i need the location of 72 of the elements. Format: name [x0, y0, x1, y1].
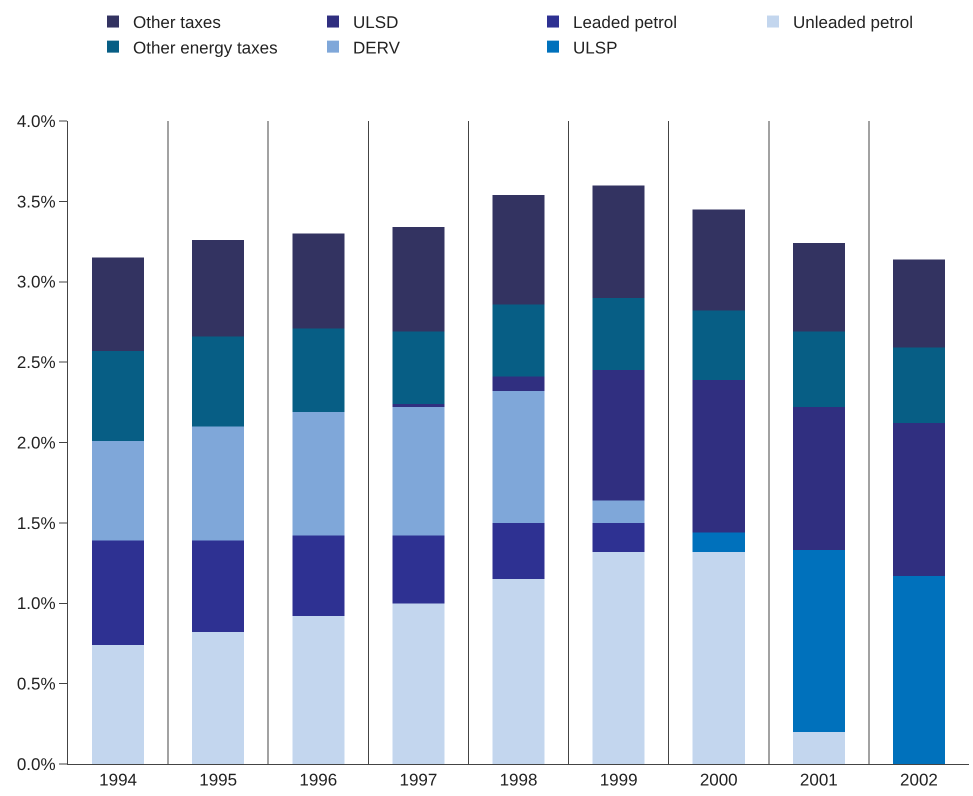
x-tick-label: 1999: [600, 770, 638, 790]
bar: [592, 298, 645, 370]
bar: [792, 332, 845, 408]
x-tick-label: 1996: [299, 770, 338, 790]
bar: [892, 259, 945, 348]
bar: [492, 194, 545, 304]
legend-label: Other energy taxes: [133, 38, 278, 58]
bar: [892, 576, 945, 764]
bar: [392, 536, 444, 604]
bar: [192, 540, 244, 632]
bar: [192, 632, 244, 764]
y-tick-label: 2.5%: [16, 353, 56, 372]
x-tick-label: 1995: [199, 770, 238, 790]
bar: [592, 522, 645, 552]
bar: [692, 552, 745, 764]
bar: [792, 550, 845, 732]
bar: [792, 243, 845, 332]
bar: [92, 440, 144, 541]
x-tick-label: 2000: [700, 770, 738, 790]
y-tick-label: 1.5%: [16, 514, 56, 533]
x-tick-label: 2001: [800, 770, 838, 790]
bar: [492, 579, 545, 764]
bar: [92, 645, 144, 764]
bar: [92, 540, 144, 646]
bar: [292, 328, 344, 412]
legend-label: Unleaded petrol: [793, 13, 914, 32]
bar: [592, 500, 645, 523]
bar: [492, 391, 545, 523]
y-tick-label: 4.0%: [16, 112, 56, 131]
bar: [392, 332, 444, 404]
y-tick-label: 0.0%: [16, 754, 56, 774]
bar: [392, 603, 444, 764]
bar: [292, 616, 344, 764]
bar: [292, 412, 344, 536]
x-tick-label: 1998: [500, 770, 538, 790]
legend-label: ULSP: [573, 38, 618, 58]
legend-label: ULSD: [353, 13, 398, 32]
bar: [692, 532, 745, 552]
legend-label: Other taxes: [133, 13, 221, 32]
bar: [392, 407, 444, 536]
legend-label: DERV: [353, 38, 401, 58]
y-tick-label: 3.5%: [16, 192, 56, 212]
x-tick-label: 2002: [900, 770, 938, 790]
bar: [892, 348, 945, 424]
bar: [492, 304, 545, 377]
bar: [192, 240, 244, 336]
bar: [92, 258, 144, 351]
y-tick-label: 2.0%: [16, 433, 56, 452]
bar: [792, 407, 845, 550]
bar: [892, 423, 945, 576]
bar: [492, 376, 545, 392]
y-tick-label: 3.0%: [16, 272, 56, 292]
bar: [692, 209, 745, 311]
bar: [192, 336, 244, 426]
bar: [192, 426, 244, 541]
y-tick-label: 0.5%: [16, 674, 56, 694]
bar: [392, 404, 444, 408]
bar: [92, 350, 144, 441]
bar: [392, 227, 444, 332]
bar: [792, 732, 845, 764]
y-tick-label: 1.0%: [16, 594, 56, 614]
bar: [692, 380, 745, 533]
bar: [492, 522, 545, 580]
bar: [592, 552, 645, 764]
x-tick-label: 1994: [99, 770, 137, 790]
bar: [292, 234, 344, 328]
bar: [292, 536, 344, 616]
bar: [592, 185, 645, 298]
bar: [592, 370, 645, 500]
x-tick-label: 1997: [399, 770, 438, 790]
legend-label: Leaded petrol: [573, 13, 677, 32]
bar: [692, 310, 745, 380]
